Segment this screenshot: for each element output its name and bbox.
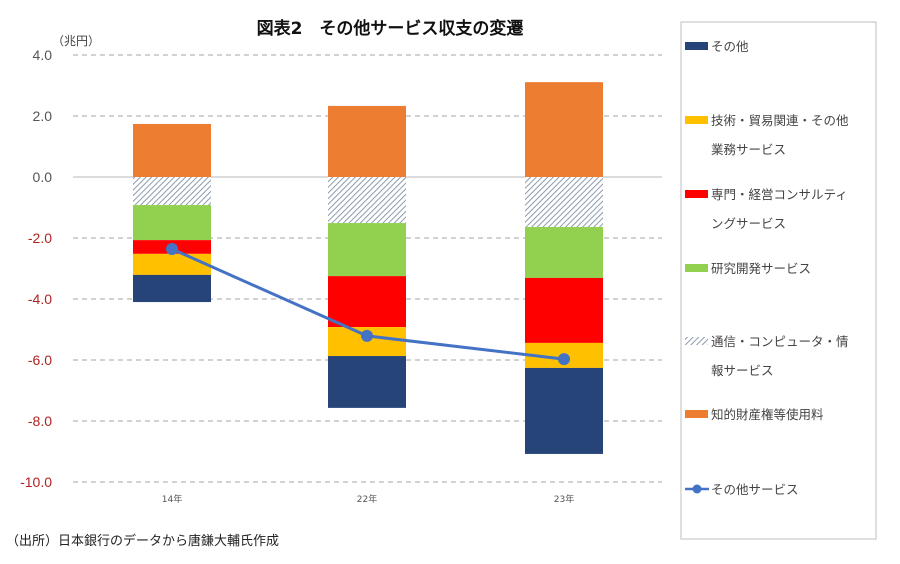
legend-marker: [692, 484, 702, 494]
legend-item: 研究開発サービス: [685, 261, 811, 276]
line-series: [166, 242, 570, 366]
y-tick-label: -4.0: [28, 291, 52, 307]
bars: [133, 82, 603, 454]
legend-label: その他サービス: [711, 482, 799, 497]
legend-swatch: [685, 190, 708, 198]
bar-segment: [525, 277, 603, 343]
y-tick-label: 4.0: [33, 47, 53, 63]
x-tick-label: 23年: [554, 493, 574, 505]
y-tick-label: -10.0: [20, 474, 52, 490]
legend-label: ングサービス: [711, 216, 786, 231]
bar-segment: [133, 123, 211, 177]
legend-box: [680, 21, 877, 540]
legend-label: 専門・経営コンサルティ: [711, 187, 848, 202]
y-tick-label: -2.0: [28, 230, 52, 246]
line-point: [166, 242, 178, 255]
bar-segment: [328, 276, 406, 328]
y-axis-unit: （兆円）: [52, 34, 100, 48]
source-note: （出所）日本銀行のデータから唐鎌大輔氏作成: [6, 533, 279, 549]
x-tick-label: 22年: [357, 493, 377, 505]
bar-segment: [328, 356, 406, 408]
bar-segment: [133, 274, 211, 303]
legend-label: 技術・貿易関連・その他: [711, 113, 849, 128]
bar-segment: [328, 105, 406, 177]
legend-label: 研究開発サービス: [711, 261, 811, 276]
legend-label: その他: [711, 39, 749, 54]
legend-label: 知的財産権等使用料: [711, 407, 824, 422]
legend-swatch: [685, 116, 708, 124]
legend-item: その他: [685, 39, 749, 54]
legend-item: その他サービス: [685, 482, 799, 497]
line-point: [558, 353, 570, 366]
y-tick-label: 0.0: [33, 169, 53, 185]
bar-segment: [133, 253, 211, 275]
legend-label: 報サービス: [711, 363, 774, 378]
legend-swatch: [685, 264, 708, 272]
y-tick-label: -8.0: [28, 413, 52, 429]
bar-segment: [525, 177, 603, 228]
legend-swatch: [685, 410, 708, 418]
chart-title: 図表2 その他サービス収支の変遷: [257, 18, 524, 39]
bar-segment: [525, 367, 603, 454]
bar-segment: [525, 227, 603, 278]
legend-swatch: [685, 42, 708, 50]
bar-segment: [328, 177, 406, 224]
legend: その他技術・貿易関連・その他業務サービス専門・経営コンサルティングサービス研究開…: [685, 39, 849, 497]
line-point: [361, 329, 373, 342]
bar-segment: [133, 205, 211, 241]
x-tick-label: 14年: [162, 493, 182, 505]
y-tick-label: -6.0: [28, 352, 52, 368]
y-axis-ticks: 4.0 2.0 0.0 -2.0 -4.0 -6.0 -8.0 -10.0: [20, 47, 52, 490]
legend-swatch: [685, 337, 708, 345]
bar-segment: [525, 82, 603, 177]
legend-label: 通信・コンピュータ・情: [711, 334, 849, 349]
bar-segment: [328, 223, 406, 277]
x-axis-ticks: 14年 22年 23年: [162, 493, 574, 505]
bar-segment: [133, 177, 211, 206]
legend-item: 知的財産権等使用料: [685, 407, 824, 422]
legend-label: 業務サービス: [711, 142, 786, 157]
y-tick-label: 2.0: [33, 108, 53, 124]
